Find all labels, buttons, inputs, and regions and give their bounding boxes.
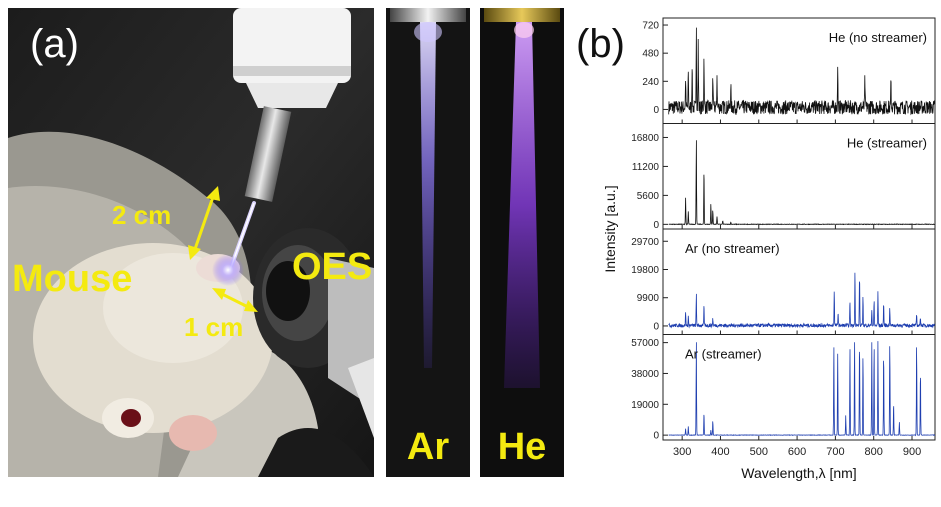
spectrum-trace-2 <box>668 272 935 329</box>
y-tick-label-0-0: 0 <box>653 105 659 116</box>
panel-b-label: (b) <box>576 22 625 66</box>
y-tick-label-0-3: 720 <box>642 21 659 32</box>
y-tick-label-1-3: 16800 <box>631 133 659 144</box>
x-tick-label-6: 900 <box>903 446 921 458</box>
x-tick-label-3: 600 <box>788 446 806 458</box>
spectrum-trace-0 <box>668 27 936 116</box>
mouse-label: Mouse <box>12 258 133 300</box>
y-tick-label-2-1: 9900 <box>637 293 660 304</box>
y-tick-label-2-3: 29700 <box>631 237 659 248</box>
x-tick-label-1: 400 <box>711 446 729 458</box>
x-axis-label: Wavelength,λ [nm] <box>741 465 856 481</box>
y-axis-label: Intensity [a.u.] <box>602 185 618 272</box>
panel-title-2: Ar (no streamer) <box>685 241 780 256</box>
y-tick-label-2-2: 19800 <box>631 265 659 276</box>
distance-label-2cm: 2 cm <box>112 200 172 230</box>
x-tick-label-0: 300 <box>673 446 691 458</box>
y-tick-label-3-2: 38000 <box>631 369 659 380</box>
spectrum-trace-3 <box>668 341 936 437</box>
y-tick-label-0-2: 480 <box>642 49 659 60</box>
panel-title-3: Ar (streamer) <box>685 347 762 362</box>
experiment-photo: 2 cm 1 cm Mouse OES <box>8 8 374 477</box>
y-tick-label-3-0: 0 <box>653 431 659 442</box>
y-tick-label-2-0: 0 <box>653 321 659 332</box>
panel-frame-3 <box>662 334 936 441</box>
distance-label-1cm: 1 cm <box>184 312 244 342</box>
x-tick-label-2: 500 <box>750 446 768 458</box>
panel-a-label: (a) <box>30 22 79 66</box>
y-tick-label-0-1: 240 <box>642 77 659 88</box>
helium-jet-photo: He <box>480 8 564 477</box>
y-tick-label-3-3: 57000 <box>631 338 659 349</box>
y-tick-label-1-0: 0 <box>653 220 659 231</box>
panel-title-1: He (streamer) <box>847 136 927 151</box>
argon-label: Ar <box>406 426 450 468</box>
x-tick-label-5: 800 <box>865 446 883 458</box>
oes-spectra-chart: 0 240 480 720 He (no streamer) 0 5600 11200 1680… <box>595 8 941 502</box>
y-tick-label-3-1: 19000 <box>631 400 659 411</box>
argon-jet-photo: Ar <box>386 8 470 477</box>
spectrum-trace-1 <box>668 140 935 226</box>
y-tick-label-1-1: 5600 <box>637 191 660 202</box>
x-tick-label-4: 700 <box>826 446 844 458</box>
panel-title-0: He (no streamer) <box>829 30 927 45</box>
helium-label: He <box>497 426 547 468</box>
y-tick-label-1-2: 11200 <box>632 162 660 173</box>
oes-label: OES <box>292 246 373 288</box>
